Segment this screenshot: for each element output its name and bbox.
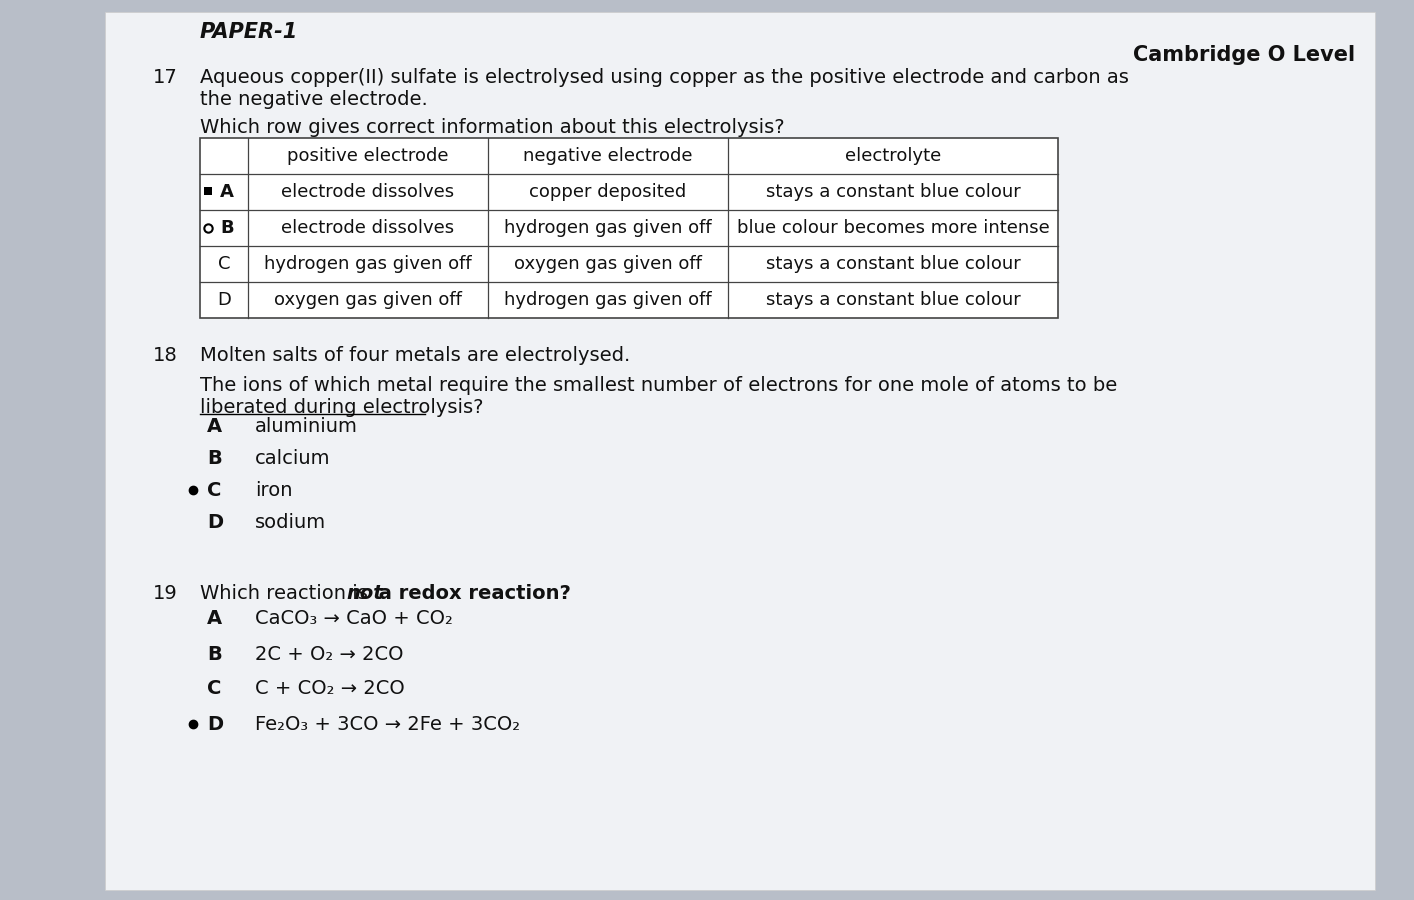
Text: D: D	[206, 715, 223, 733]
Text: B: B	[206, 448, 222, 467]
Text: calcium: calcium	[255, 448, 331, 467]
Text: blue colour becomes more intense: blue colour becomes more intense	[737, 219, 1049, 237]
Text: A: A	[221, 183, 233, 201]
Text: iron: iron	[255, 481, 293, 500]
Text: positive electrode: positive electrode	[287, 147, 448, 165]
Text: A: A	[206, 609, 222, 628]
Text: stays a constant blue colour: stays a constant blue colour	[765, 291, 1021, 309]
Text: oxygen gas given off: oxygen gas given off	[274, 291, 462, 309]
Text: B: B	[221, 219, 233, 237]
Text: The ions of which metal require the smallest number of electrons for one mole of: The ions of which metal require the smal…	[199, 376, 1117, 395]
Text: negative electrode: negative electrode	[523, 147, 693, 165]
Text: Aqueous copper(II) sulfate is electrolysed using copper as the positive electrod: Aqueous copper(II) sulfate is electrolys…	[199, 68, 1128, 87]
Text: 18: 18	[153, 346, 178, 365]
Text: the negative electrode.: the negative electrode.	[199, 90, 428, 109]
Text: A: A	[206, 417, 222, 436]
Text: C: C	[206, 481, 222, 500]
Text: aluminium: aluminium	[255, 417, 358, 436]
Text: copper deposited: copper deposited	[529, 183, 687, 201]
Text: not: not	[346, 584, 383, 603]
Text: B: B	[206, 644, 222, 663]
Text: C + CO₂ → 2CO: C + CO₂ → 2CO	[255, 680, 404, 698]
Text: hydrogen gas given off: hydrogen gas given off	[264, 255, 472, 273]
Text: liberated during electrolysis?: liberated during electrolysis?	[199, 398, 484, 417]
Text: electrode dissolves: electrode dissolves	[281, 183, 454, 201]
Text: electrode dissolves: electrode dissolves	[281, 219, 454, 237]
Text: 17: 17	[153, 68, 178, 87]
Text: D: D	[206, 512, 223, 532]
Text: Which reaction is: Which reaction is	[199, 584, 375, 603]
Text: Which row gives correct information about this electrolysis?: Which row gives correct information abou…	[199, 118, 785, 137]
Text: sodium: sodium	[255, 512, 327, 532]
Text: PAPER-1: PAPER-1	[199, 22, 298, 42]
Text: 2C + O₂ → 2CO: 2C + O₂ → 2CO	[255, 644, 403, 663]
FancyBboxPatch shape	[105, 12, 1374, 890]
Text: D: D	[218, 291, 230, 309]
Text: a redox reaction?: a redox reaction?	[372, 584, 571, 603]
Text: Molten salts of four metals are electrolysed.: Molten salts of four metals are electrol…	[199, 346, 631, 365]
Text: hydrogen gas given off: hydrogen gas given off	[505, 219, 711, 237]
Text: Cambridge O Level: Cambridge O Level	[1133, 45, 1355, 65]
Text: C: C	[218, 255, 230, 273]
Text: Fe₂O₃ + 3CO → 2Fe + 3CO₂: Fe₂O₃ + 3CO → 2Fe + 3CO₂	[255, 715, 520, 733]
Text: electrolyte: electrolyte	[846, 147, 942, 165]
Text: oxygen gas given off: oxygen gas given off	[515, 255, 701, 273]
Text: 19: 19	[153, 584, 178, 603]
Text: stays a constant blue colour: stays a constant blue colour	[765, 183, 1021, 201]
Text: hydrogen gas given off: hydrogen gas given off	[505, 291, 711, 309]
Text: C: C	[206, 680, 222, 698]
Text: stays a constant blue colour: stays a constant blue colour	[765, 255, 1021, 273]
Bar	[199, 138, 1058, 318]
Text: CaCO₃ → CaO + CO₂: CaCO₃ → CaO + CO₂	[255, 609, 452, 628]
